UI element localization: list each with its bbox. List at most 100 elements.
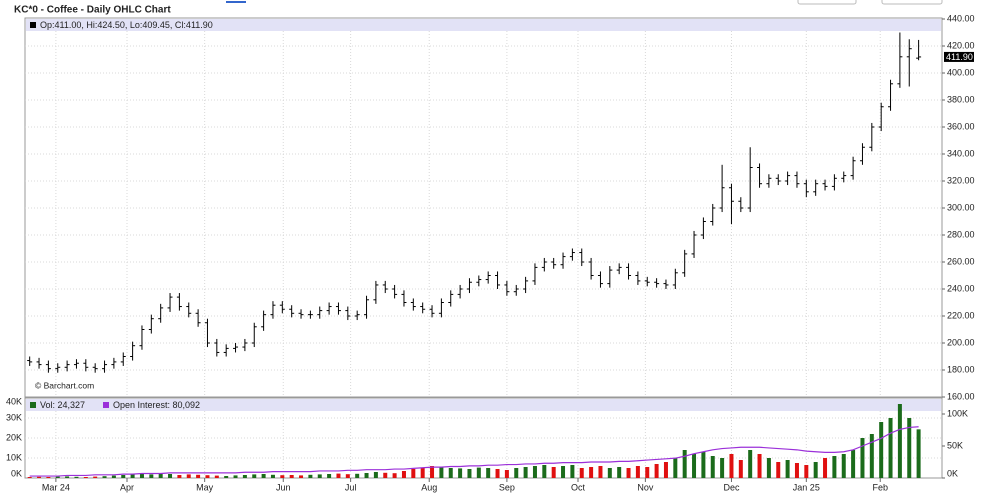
volume-bar bbox=[897, 404, 902, 478]
volume-bar bbox=[261, 474, 266, 478]
volume-bar bbox=[289, 475, 294, 478]
volume-bar bbox=[766, 458, 771, 478]
volume-bar bbox=[869, 434, 874, 478]
y-tick-label: 240.00 bbox=[947, 283, 975, 293]
volume-bar bbox=[270, 474, 275, 478]
toolbar-underline bbox=[226, 1, 246, 3]
volume-bar bbox=[149, 474, 154, 478]
volume-bar bbox=[532, 466, 537, 478]
x-tick-label: Sep bbox=[499, 482, 515, 492]
volume-bar bbox=[561, 466, 566, 478]
x-tick-label: Feb bbox=[872, 482, 888, 492]
volume-bar bbox=[458, 468, 463, 478]
volume-bar bbox=[635, 466, 640, 478]
volume-bar bbox=[196, 474, 201, 478]
volume-bar bbox=[46, 477, 51, 478]
volume-bar bbox=[55, 476, 60, 478]
volume-bar bbox=[738, 460, 743, 478]
legend-label: Open Interest: 80,092 bbox=[113, 400, 200, 410]
volume-bar bbox=[280, 475, 285, 478]
volume-bar bbox=[448, 468, 453, 478]
volume-bar bbox=[823, 458, 828, 478]
legend-swatch bbox=[30, 22, 36, 28]
volume-bar bbox=[317, 474, 322, 478]
y-tick-label: 360.00 bbox=[947, 121, 975, 131]
volume-bar bbox=[570, 465, 575, 478]
volume-bar bbox=[720, 458, 725, 478]
volume-bar bbox=[832, 456, 837, 478]
volume-bar bbox=[177, 475, 182, 478]
volume-bar bbox=[65, 476, 70, 478]
toolbar-button[interactable] bbox=[881, 0, 943, 5]
volume-bar bbox=[439, 467, 444, 478]
volume-bar bbox=[37, 476, 42, 478]
volume-bar bbox=[701, 452, 706, 478]
y-tick-label: 40K bbox=[6, 396, 22, 406]
volume-bar bbox=[158, 473, 163, 478]
volume-bar bbox=[102, 476, 107, 478]
y-tick-label: 30K bbox=[6, 412, 22, 422]
volume-bar bbox=[776, 462, 781, 478]
y-tick-label: 280.00 bbox=[947, 229, 975, 239]
y-tick-label: 420.00 bbox=[947, 40, 975, 50]
x-tick-label: Jul bbox=[345, 482, 357, 492]
volume-bar bbox=[224, 476, 229, 478]
volume-bar bbox=[851, 450, 856, 478]
volume-bar bbox=[486, 468, 491, 478]
y-tick-label: 380.00 bbox=[947, 94, 975, 104]
y2-tick-label: 100K bbox=[947, 408, 968, 418]
volume-bar bbox=[860, 438, 865, 478]
volume-bar bbox=[186, 474, 191, 478]
volume-bar bbox=[663, 462, 668, 478]
volume-bar bbox=[242, 475, 247, 478]
watermark: © Barchart.com bbox=[35, 380, 94, 390]
ohlc-label: Op:411.00, Hi:424.50, Lo:409.45, Cl:411.… bbox=[40, 20, 213, 30]
volume-bar bbox=[888, 418, 893, 478]
volume-bar bbox=[654, 464, 659, 478]
volume-bar bbox=[205, 475, 210, 478]
volume-bar bbox=[617, 467, 622, 478]
volume-bar bbox=[168, 474, 173, 478]
y-tick-label: 220.00 bbox=[947, 310, 975, 320]
y-tick-label: 440.00 bbox=[947, 13, 975, 23]
volume-bar bbox=[748, 450, 753, 478]
x-tick-label: Nov bbox=[637, 482, 654, 492]
volume-bar bbox=[430, 466, 435, 478]
volume-bar bbox=[523, 467, 528, 478]
volume-bar bbox=[542, 465, 547, 478]
volume-legend-strip bbox=[26, 399, 941, 411]
volume-bar bbox=[214, 475, 219, 478]
volume-bar bbox=[383, 472, 388, 478]
volume-bar bbox=[729, 454, 734, 478]
open-interest-line bbox=[29, 426, 919, 477]
volume-bar bbox=[504, 470, 509, 478]
volume-bar bbox=[916, 429, 921, 478]
volume-bar bbox=[794, 463, 799, 478]
volume-bar bbox=[467, 469, 472, 478]
y2-tick-label: 0K bbox=[947, 468, 958, 478]
volume-bar bbox=[710, 456, 715, 478]
volume-bar bbox=[682, 450, 687, 478]
volume-bar bbox=[804, 465, 809, 478]
toolbar-button[interactable] bbox=[797, 0, 857, 5]
volume-bar bbox=[83, 477, 88, 478]
x-tick-label: May bbox=[196, 482, 214, 492]
marks bbox=[25, 18, 945, 482]
y-tick-label: 300.00 bbox=[947, 202, 975, 212]
volume-bar bbox=[907, 418, 912, 478]
volume-bar bbox=[392, 473, 397, 478]
x-tick-label: Jan 25 bbox=[793, 482, 820, 492]
volume-bar bbox=[813, 462, 818, 478]
volume-bar bbox=[785, 460, 790, 478]
volume-bar bbox=[327, 474, 332, 478]
x-tick-label: Mar 24 bbox=[42, 482, 70, 492]
price-legend-strip bbox=[26, 19, 941, 31]
x-tick-label: Jun bbox=[276, 482, 291, 492]
volume-bar bbox=[93, 476, 98, 478]
volume-bar bbox=[308, 474, 313, 478]
chart-title: KC*0 - Coffee - Daily OHLC Chart bbox=[14, 5, 171, 16]
volume-bar bbox=[345, 474, 350, 478]
volume-bar bbox=[476, 467, 481, 478]
volume-bar bbox=[411, 469, 416, 478]
